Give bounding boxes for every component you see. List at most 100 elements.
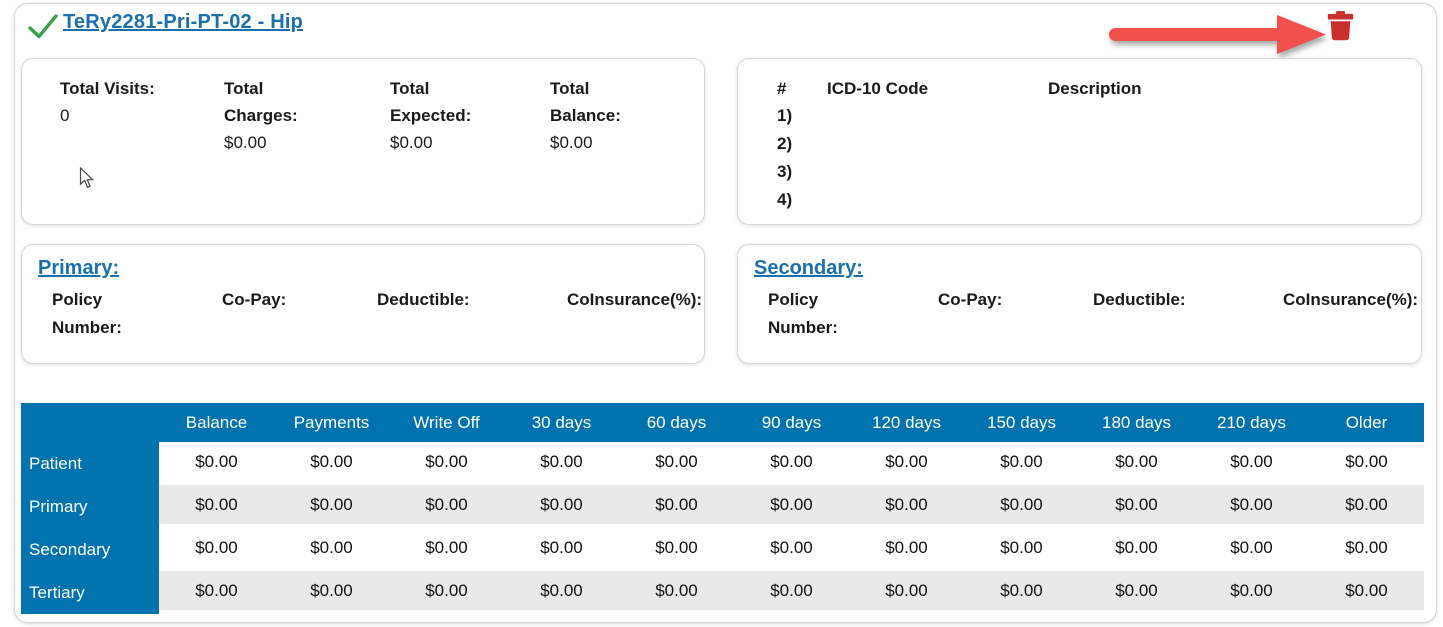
stat-value: $0.00 — [390, 133, 433, 152]
case-panel: TeRy2281-Pri-PT-02 - Hip Total Visits: 0… — [14, 3, 1437, 623]
aging-row-patient: Patient $0.00 $0.00 $0.00 $0.00 $0.00 $0… — [21, 442, 1424, 485]
aging-corner-cell — [21, 403, 159, 442]
cell: $0.00 — [1194, 571, 1309, 614]
cell: $0.00 — [504, 442, 619, 485]
cell: $0.00 — [619, 528, 734, 571]
cell: $0.00 — [964, 485, 1079, 528]
cell: $0.00 — [504, 528, 619, 571]
cell: $0.00 — [159, 442, 274, 485]
row-label: Secondary — [21, 528, 159, 571]
cell: $0.00 — [849, 485, 964, 528]
cell: $0.00 — [389, 442, 504, 485]
col-150-days: 150 days — [964, 403, 1079, 442]
field-deductible: Deductible: — [377, 290, 470, 309]
cell: $0.00 — [159, 528, 274, 571]
col-30-days: 30 days — [504, 403, 619, 442]
success-checkmark-icon — [27, 13, 59, 45]
stat-total-charges: Total Charges: $0.00 — [224, 75, 390, 156]
cell: $0.00 — [1309, 571, 1424, 614]
cell: $0.00 — [274, 571, 389, 614]
annotation-arrow — [1105, 12, 1331, 63]
stat-value: 0 — [60, 106, 70, 125]
aging-header-row: Balance Payments Write Off 30 days 60 da… — [21, 403, 1424, 442]
icd10-card: # ICD-10 Code Description 1) 2) 3) 4) — [737, 58, 1422, 225]
secondary-insurance-link[interactable]: Secondary: — [754, 257, 863, 279]
cell: $0.00 — [619, 485, 734, 528]
cell: $0.00 — [1309, 442, 1424, 485]
visit-summary-card: Total Visits: 0 Total Charges: $0.00 Tota… — [21, 58, 705, 225]
col-payments: Payments — [274, 403, 389, 442]
icd-row: 2) — [777, 134, 793, 153]
col-balance: Balance — [159, 403, 274, 442]
case-title-link[interactable]: TeRy2281-Pri-PT-02 - Hip — [63, 11, 304, 33]
aging-row-primary: Primary $0.00 $0.00 $0.00 $0.00 $0.00 $0… — [21, 485, 1424, 528]
cell: $0.00 — [734, 442, 849, 485]
icd-col-code: ICD-10 Code — [827, 79, 929, 98]
cell: $0.00 — [1079, 528, 1194, 571]
cell: $0.00 — [619, 571, 734, 614]
cell: $0.00 — [849, 571, 964, 614]
stat-label: Charges: — [224, 106, 298, 125]
stat-total-expected: Total Expected: $0.00 — [390, 75, 550, 156]
cell: $0.00 — [964, 528, 1079, 571]
col-write-off: Write Off — [389, 403, 504, 442]
field-policy-number: Policy Number: — [52, 290, 122, 337]
stat-label: Expected: — [390, 106, 472, 125]
primary-insurance-card: Primary: Policy Number: Co-Pay: Deductibl… — [21, 244, 705, 364]
icd-row: 4) — [777, 190, 793, 209]
row-label: Tertiary — [21, 571, 159, 614]
stat-label: Balance: — [550, 106, 621, 125]
cell: $0.00 — [619, 442, 734, 485]
icd-col-number: # — [777, 79, 787, 98]
stat-value: $0.00 — [550, 133, 593, 152]
stat-total-visits: Total Visits: 0 — [60, 75, 224, 156]
primary-insurance-link[interactable]: Primary: — [38, 257, 120, 279]
cell: $0.00 — [389, 485, 504, 528]
field-coinsurance: CoInsurance(%): — [1283, 290, 1419, 309]
cell: $0.00 — [734, 485, 849, 528]
secondary-insurance-card: Secondary: Policy Number: Co-Pay: Deducti… — [737, 244, 1422, 364]
col-60-days: 60 days — [619, 403, 734, 442]
col-90-days: 90 days — [734, 403, 849, 442]
icd-row: 3) — [777, 162, 793, 181]
cell: $0.00 — [964, 442, 1079, 485]
stat-total-balance: Total Balance: $0.00 — [550, 75, 621, 156]
cell: $0.00 — [1309, 528, 1424, 571]
cell: $0.00 — [504, 485, 619, 528]
col-120-days: 120 days — [849, 403, 964, 442]
cell: $0.00 — [389, 571, 504, 614]
trash-icon — [1327, 11, 1354, 44]
aging-row-tertiary: Tertiary $0.00 $0.00 $0.00 $0.00 $0.00 $… — [21, 571, 1424, 614]
stat-label: Total — [390, 79, 430, 98]
stat-label: Total — [224, 79, 264, 98]
stat-label: Total Visits: — [60, 79, 155, 98]
icd-col-description: Description — [1048, 79, 1142, 98]
stat-label: Total — [550, 79, 590, 98]
cell: $0.00 — [504, 571, 619, 614]
col-180-days: 180 days — [1079, 403, 1194, 442]
field-copay: Co-Pay: — [938, 290, 1003, 309]
cell: $0.00 — [1194, 442, 1309, 485]
cell: $0.00 — [849, 528, 964, 571]
cell: $0.00 — [274, 528, 389, 571]
field-policy-number: Policy Number: — [768, 290, 838, 337]
cell: $0.00 — [1309, 485, 1424, 528]
cell: $0.00 — [159, 485, 274, 528]
cell: $0.00 — [389, 528, 504, 571]
cell: $0.00 — [1079, 571, 1194, 614]
icd-row: 1) — [777, 106, 793, 125]
cell: $0.00 — [159, 571, 274, 614]
aging-table: Balance Payments Write Off 30 days 60 da… — [21, 403, 1424, 614]
cell: $0.00 — [734, 571, 849, 614]
row-label: Patient — [21, 442, 159, 485]
cell: $0.00 — [849, 442, 964, 485]
cell: $0.00 — [274, 485, 389, 528]
cell: $0.00 — [1194, 528, 1309, 571]
field-copay: Co-Pay: — [222, 290, 287, 309]
aging-row-secondary: Secondary $0.00 $0.00 $0.00 $0.00 $0.00 … — [21, 528, 1424, 571]
col-older: Older — [1309, 403, 1424, 442]
row-label: Primary — [21, 485, 159, 528]
cell: $0.00 — [274, 442, 389, 485]
field-deductible: Deductible: — [1093, 290, 1186, 309]
delete-button[interactable] — [1327, 11, 1354, 44]
